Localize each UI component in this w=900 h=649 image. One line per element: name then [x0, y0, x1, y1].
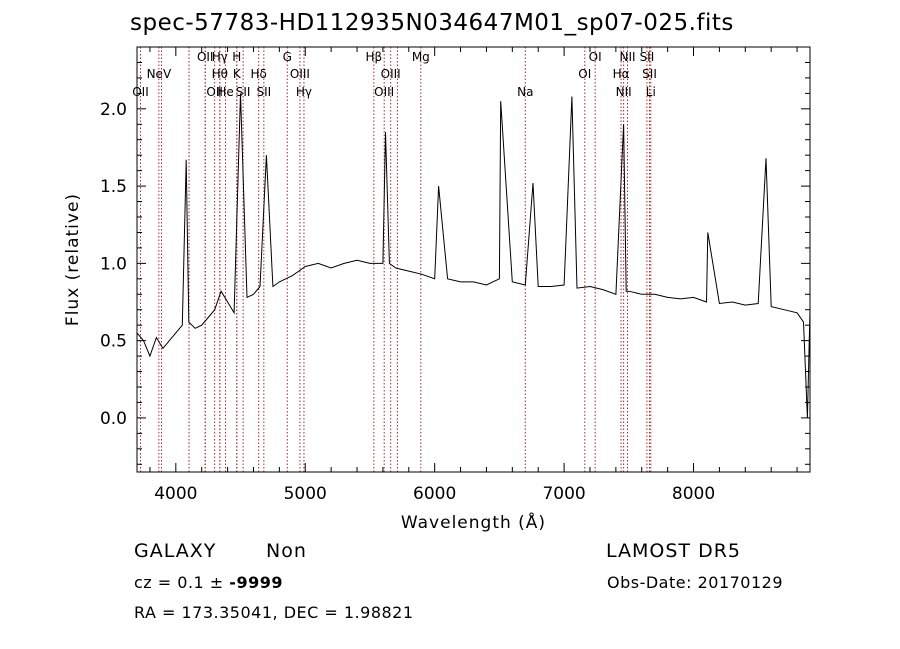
object-subclass: Non: [266, 540, 307, 562]
y-tick-label: 0.0: [100, 409, 127, 429]
line-marker-label: NII: [619, 50, 635, 64]
y-tick-label: 2.0: [100, 100, 127, 120]
survey-name: LAMOST DR5: [606, 540, 741, 562]
line-marker-label: SII: [640, 50, 655, 64]
line-marker-label: OI: [589, 50, 602, 64]
y-axis-ticks: 0.0 0.5 1.0 1.5 2.0: [100, 61, 810, 465]
line-marker-label: OII: [206, 85, 223, 99]
line-marker-label: OIII: [374, 85, 394, 99]
line-marker-label: Hα: [613, 67, 630, 81]
line-marker-label: NII: [616, 85, 632, 99]
line-marker-label: SII: [256, 85, 271, 99]
line-marker-label: Hδ: [250, 67, 266, 81]
observation-date: Obs-Date: 20170129: [607, 573, 784, 592]
chart-title: spec-57783-HD112935N034647M01_sp07-025.f…: [130, 10, 734, 36]
line-marker-label: K: [233, 67, 242, 81]
object-class: GALAXY: [134, 540, 217, 562]
plot-frame: [136, 46, 811, 473]
redshift-error: -9999: [229, 573, 283, 592]
x-tick-label: 5000: [284, 484, 327, 504]
redshift-line: cz = 0.1 ± -9999: [134, 573, 283, 592]
spectrum-line: [136, 93, 811, 418]
coordinates: RA = 173.35041, DEC = 1.98821: [134, 603, 414, 622]
line-marker-label: Li: [646, 85, 656, 99]
line-marker-label: Mg: [412, 50, 430, 64]
x-axis-label: Wavelength (Å): [401, 511, 546, 533]
line-marker-label: SII: [642, 67, 657, 81]
x-axis-ticks: 4000 5000 6000 7000 8000: [149, 47, 798, 504]
line-marker-label: H: [232, 50, 241, 64]
line-marker-label: OIII: [290, 67, 310, 81]
line-marker-label: OIII: [381, 67, 401, 81]
emission-line-labels: OIINeVOIIOIIHγHθHeHKSIIHδSIIGOIIIHγHβOII…: [132, 50, 657, 99]
emission-line-markers: [139, 47, 652, 472]
line-marker-label: SII: [236, 85, 251, 99]
y-axis-label: Flux (relative): [63, 193, 83, 326]
x-tick-label: 6000: [413, 484, 456, 504]
x-tick-label: 4000: [154, 484, 197, 504]
x-tick-label: 7000: [542, 484, 585, 504]
y-tick-label: 1.0: [100, 254, 127, 274]
line-marker-label: Na: [517, 85, 533, 99]
redshift-value: cz = 0.1 ±: [134, 573, 230, 592]
line-marker-label: G: [283, 50, 292, 64]
line-marker-label: Hγ: [212, 50, 228, 64]
x-tick-label: 8000: [672, 484, 715, 504]
line-marker-label: OI: [578, 67, 591, 81]
y-tick-label: 0.5: [100, 332, 127, 352]
line-marker-label: NeV: [147, 67, 172, 81]
line-marker-label: Hβ: [366, 50, 383, 64]
line-marker-label: OII: [132, 85, 149, 99]
line-marker-label: Hγ: [296, 85, 312, 99]
line-marker-label: He: [217, 85, 233, 99]
y-tick-label: 1.5: [100, 177, 127, 197]
line-marker-label: Hθ: [212, 67, 228, 81]
line-marker-label: OII: [197, 50, 214, 64]
